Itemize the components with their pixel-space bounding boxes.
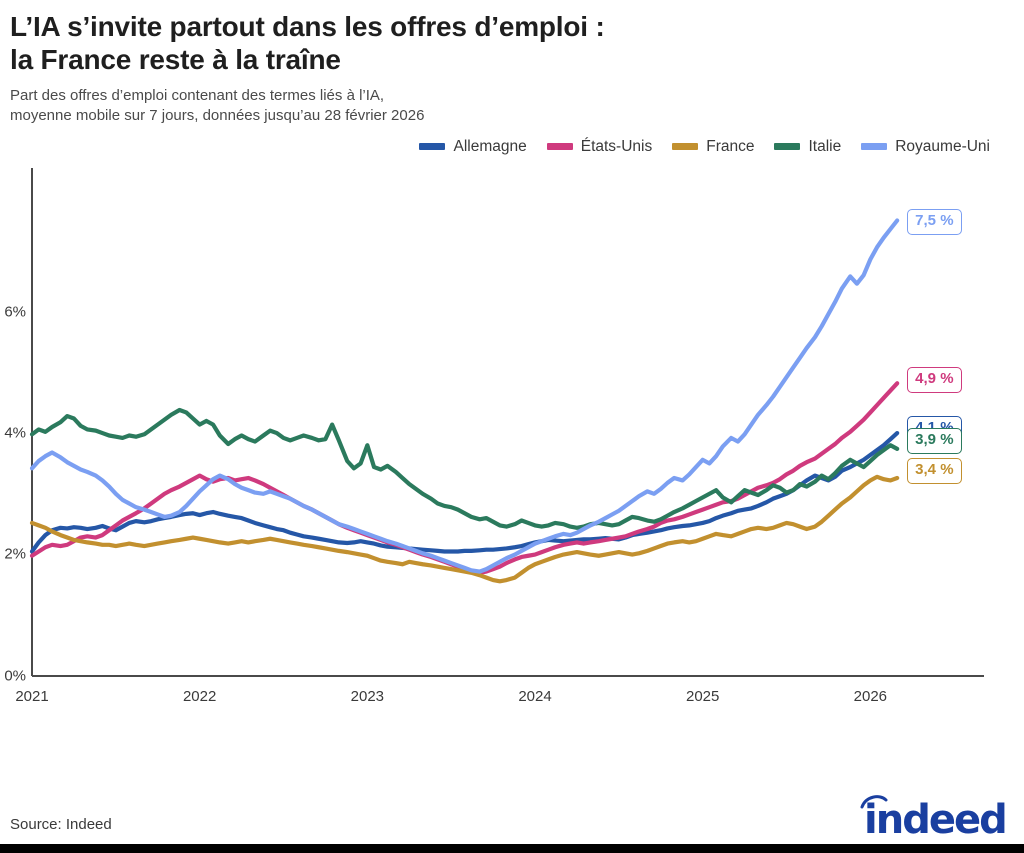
legend-swatch-icon — [672, 143, 699, 151]
x-tick-label: 2021 — [15, 687, 49, 705]
legend-swatch-icon — [861, 143, 888, 151]
series-line-allemagne — [29, 430, 900, 554]
legend-swatch-icon — [546, 143, 573, 151]
series-line-france — [29, 474, 900, 584]
indeed-swoosh-icon — [860, 795, 888, 809]
x-tick-label: 2024 — [518, 687, 552, 705]
end-label-royaume-uni: 7,5 % — [907, 209, 962, 235]
chart-title: L’IA s’invite partout dans les offres d’… — [0, 0, 1024, 76]
legend-item-label: Allemagne — [453, 137, 527, 155]
legend-item-royaume-uni[interactable]: Royaume-Uni — [861, 138, 990, 156]
end-label-italie: 3,9 % — [907, 428, 962, 454]
legend-item-italie[interactable]: Italie — [774, 138, 841, 156]
source-note: Source: Indeed — [10, 816, 112, 833]
legend-item-label: France — [706, 137, 755, 155]
end-label--tats-unis: 4,9 % — [907, 367, 962, 393]
legend-item--tats-unis[interactable]: États-Unis — [546, 137, 653, 156]
legend-item-label: États-Unis — [580, 137, 653, 155]
chart-subtitle-line1: Part des offres d’emploi contenant des t… — [10, 87, 385, 105]
x-tick-label: 2023 — [350, 687, 385, 705]
indeed-logo: indeed — [860, 795, 1008, 839]
y-tick-label: 6% — [4, 303, 26, 321]
x-tick-label: 2025 — [685, 687, 720, 705]
chart-subtitle: Part des offres d’emploi contenant des t… — [0, 76, 1024, 126]
legend-swatch-icon — [419, 143, 446, 151]
x-tick-label: 2026 — [853, 687, 888, 705]
legend-item-label: Italie — [808, 137, 842, 155]
series-line-italie — [29, 407, 900, 530]
legend-item-allemagne[interactable]: Allemagne — [419, 137, 527, 156]
chart-title-line1: L’IA s’invite partout dans les offres d’… — [10, 11, 605, 42]
legend-item-label: Royaume-Uni — [895, 137, 990, 155]
end-label-france: 3,4 % — [907, 458, 962, 484]
y-tick-label: 2% — [4, 545, 26, 563]
y-tick-label: 4% — [4, 424, 26, 442]
chart-legend: Allemagne États-Unis France Italie Royaume-U… — [0, 126, 1024, 156]
chart-title-line2: la France reste à la traîne — [10, 44, 341, 76]
indeed-logo-text: indeed — [864, 797, 1006, 839]
legend-item-france[interactable]: France — [672, 138, 754, 156]
line-chart-svg — [29, 167, 984, 677]
y-tick-label: 0% — [4, 667, 26, 685]
chart-subtitle-line2: moyenne mobile sur 7 jours, données jusq… — [10, 107, 425, 124]
series-line-royaume-uni — [29, 218, 900, 574]
bottom-bar — [0, 844, 1024, 853]
chart-footer: Source: Indeed indeed — [0, 779, 1024, 853]
legend-swatch-icon — [774, 143, 801, 151]
x-tick-label: 2022 — [182, 687, 217, 705]
